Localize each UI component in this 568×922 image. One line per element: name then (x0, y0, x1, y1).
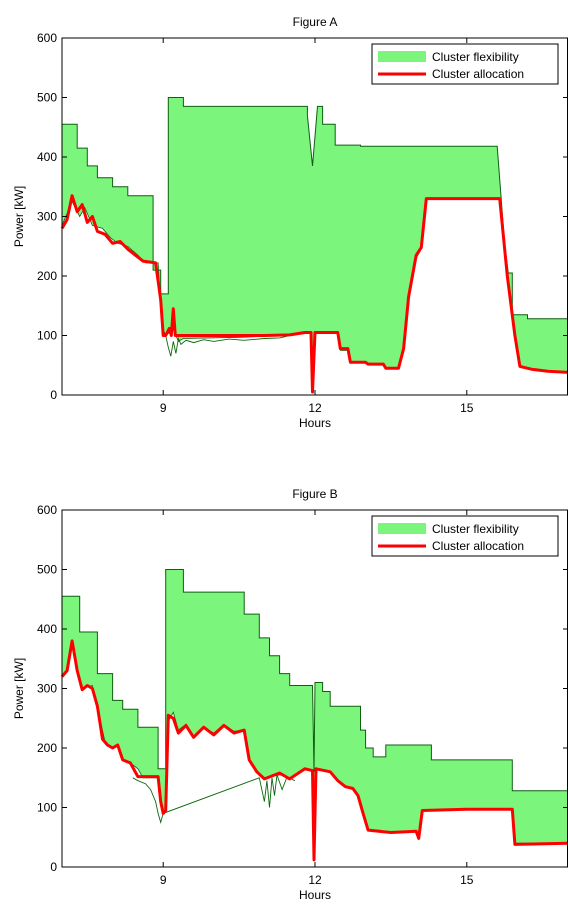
y-tick-label: 400 (37, 150, 57, 164)
figure-a-panel: 0 100 200 300 400 500 600 9 12 15 Figure A Hours Pow… (0, 0, 568, 445)
y-tick-label: 0 (50, 860, 57, 874)
y-tick-label: 100 (37, 801, 57, 815)
legend: Cluster flexibility Cluster allocation (371, 515, 559, 557)
x-axis-label: Hours (299, 888, 331, 902)
chart-svg: 0 100 200 300 400 500 600 9 12 15 Figure B Hours Pow… (12, 487, 568, 902)
flexibility-upper-edge (62, 569, 568, 792)
y-tick-label: 600 (37, 31, 57, 45)
legend-swatch-flexibility (378, 523, 426, 534)
y-tick-label: 0 (50, 388, 57, 402)
y-tick-label: 400 (37, 622, 57, 636)
y-tick-label: 600 (37, 503, 57, 517)
y-tick-label: 300 (37, 682, 57, 696)
allocation-line (60, 194, 568, 394)
chart-title: Figure A (293, 15, 338, 29)
y-axis-label: Power [kW] (12, 186, 26, 247)
x-tick-label: 15 (460, 401, 474, 415)
legend: Cluster flexibility Cluster allocation (371, 43, 559, 85)
legend-box (371, 43, 559, 85)
figure-b-panel: 0 100 200 300 400 500 600 9 12 15 Figure B Hours Pow… (0, 472, 568, 917)
chart-title: Figure B (292, 487, 337, 501)
x-tick-label: 12 (308, 401, 322, 415)
y-tick-label: 500 (37, 563, 57, 577)
legend-swatch-flexibility (378, 51, 426, 62)
y-axis-label: Power [kW] (12, 658, 26, 719)
chart-svg: 0 100 200 300 400 500 600 9 12 15 Figure A Hours Pow… (12, 15, 568, 430)
dark-green-oscillation (132, 774, 296, 825)
x-tick-label: 15 (460, 873, 474, 887)
y-tick-label: 500 (37, 91, 57, 105)
y-tick-label: 100 (37, 329, 57, 343)
y-tick-label: 200 (37, 741, 57, 755)
x-tick-label: 9 (160, 401, 167, 415)
legend-label-allocation: Cluster allocation (432, 67, 524, 81)
flexibility-band (62, 97, 568, 391)
legend-label-allocation: Cluster allocation (432, 539, 524, 553)
legend-box (371, 515, 559, 557)
legend-label-flexibility: Cluster flexibility (432, 50, 519, 64)
allocation-line (60, 639, 568, 862)
y-tick-label: 300 (37, 210, 57, 224)
y-tick-label: 200 (37, 269, 57, 283)
x-tick-label: 9 (160, 873, 167, 887)
x-axis-label: Hours (299, 416, 331, 430)
x-tick-label: 12 (308, 873, 322, 887)
legend-label-flexibility: Cluster flexibility (432, 522, 519, 536)
dark-green-oscillation (165, 335, 290, 357)
